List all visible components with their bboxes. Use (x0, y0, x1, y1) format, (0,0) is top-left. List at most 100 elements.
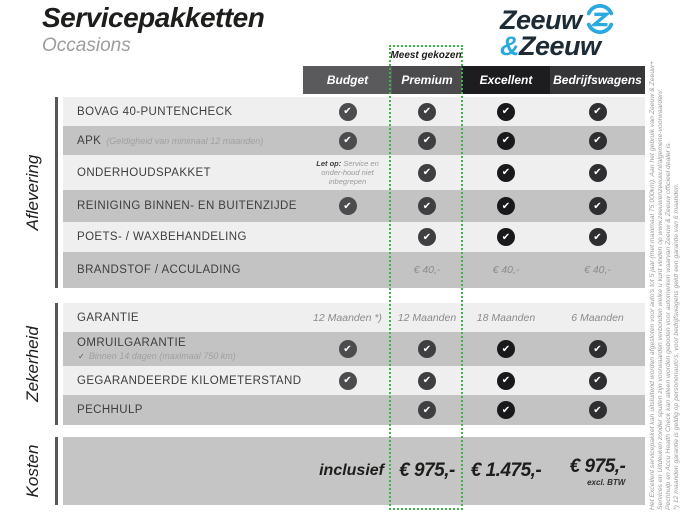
row-label: APK (Geldigheid van minimaal 12 maanden) (77, 134, 264, 147)
table-row-apk: APK (Geldigheid van minimaal 12 maanden)… (63, 126, 645, 155)
cell-excellent: 18 Maanden (476, 311, 536, 324)
cell-excellent: ✔ (462, 155, 550, 190)
table-row-onderhoudspakket: ONDERHOUDSPAKKET Let op: Service en onde… (63, 155, 645, 190)
check-icon: ✔ (338, 102, 357, 121)
check-icon: ✔ (338, 371, 357, 390)
check-icon: ✔ (418, 102, 436, 121)
cell-premium: ✔ (392, 222, 462, 252)
price-premium: € 975,- (399, 460, 455, 481)
cell-premium: ✔ (392, 97, 462, 126)
section-kosten-band: inclusief € 975,- € 1.475,- € 975,- excl… (63, 437, 645, 505)
check-icon: ✔ (418, 197, 436, 215)
column-header-bedrijfswagens: Bedrijfswagens (550, 66, 645, 94)
logo-line-1: Zeeuw (500, 4, 615, 35)
column-header-budget: Budget (303, 66, 392, 94)
section-bar-aflevering (55, 97, 58, 288)
footnote-line: Services en Uitdeuken zonder spuiten zij… (657, 88, 664, 510)
cell-premium: ✔ (392, 332, 462, 366)
logo-line-2: & Zeeuw (500, 31, 615, 61)
page-title: Servicepakketten (42, 2, 265, 33)
page-subtitle: Occasions (42, 35, 131, 56)
cell-premium: ✔ (392, 155, 462, 190)
cell-excellent: ✔ (462, 395, 550, 425)
section-bar-kosten (55, 437, 58, 505)
check-icon: ✔ (497, 102, 515, 121)
cell-premium: 12 Maanden (397, 311, 457, 324)
check-icon: ✔ (588, 401, 607, 419)
check-icon: ✔ (418, 371, 436, 390)
check-icon: ✔ (497, 371, 515, 390)
inclusief-label: inclusief (319, 462, 384, 479)
small-check-icon: ✓ (78, 352, 85, 361)
cell-excellent: ✔ (462, 190, 550, 222)
cell-bedrijfswagens: ✔ (550, 155, 645, 190)
row-label: GEGARANDEERDE KILOMETERSTAND (77, 374, 302, 387)
cell-budget (303, 252, 392, 288)
row-label: BRANDSTOF / ACCULADING (77, 264, 241, 276)
footnote-line: Het Excellent servicepakket kan uitsluit… (649, 61, 656, 510)
check-icon: ✔ (418, 340, 436, 358)
section-bar-zekerheid (55, 303, 58, 425)
footnote-line: *) 12 maanden garantie is geldig op pers… (673, 183, 680, 510)
price-bedrijfswagens: € 975,- excl. BTW (550, 437, 645, 505)
check-icon: ✔ (418, 163, 436, 182)
cell-bedrijfswagens: € 40,- (584, 264, 611, 276)
check-icon: ✔ (588, 131, 607, 150)
column-header-premium: Premium (392, 66, 462, 94)
check-icon: ✔ (338, 340, 357, 358)
table-row-pechhulp: PECHHULP ✔ ✔ ✔ (63, 395, 645, 425)
check-icon: ✔ (497, 197, 515, 215)
cell-bedrijfswagens: ✔ (550, 332, 645, 366)
cell-budget (303, 222, 392, 252)
row-label: OMRUILGARANTIE ✓ Binnen 14 dagen (maximaa… (77, 337, 236, 361)
title-block: Servicepakketten Occasions (42, 2, 265, 57)
table-row-poets: POETS- / WAXBEHANDELING ✔ ✔ ✔ (63, 222, 645, 252)
table-row-kilometerstand: GEGARANDEERDE KILOMETERSTAND ✔ ✔ ✔ ✔ (63, 366, 645, 395)
table-row-reiniging: REINIGING BINNEN- EN BUITENZIJDE ✔ ✔ ✔ ✔ (63, 190, 645, 222)
section-aflevering: BOVAG 40-PUNTENCHECK ✔ ✔ ✔ ✔ APK (Geldig… (63, 97, 645, 288)
cell-excellent: ✔ (462, 366, 550, 395)
row-label: REINIGING BINNEN- EN BUITENZIJDE (77, 200, 297, 212)
cell-budget-note: Let op: Service en onder-houd niet inbeg… (303, 155, 392, 190)
logo-ampersand: & (500, 31, 520, 61)
logo-word-zeeuw-2: Zeeuw (519, 31, 601, 61)
row-label: ONDERHOUDSPAKKET (77, 166, 211, 179)
cell-budget: ✔ (303, 97, 392, 126)
check-icon: ✔ (497, 163, 515, 182)
cell-bedrijfswagens: 6 Maanden (571, 311, 624, 324)
price-excellent: € 1.475,- (470, 460, 542, 481)
check-icon: ✔ (338, 131, 357, 150)
cell-bedrijfswagens: ✔ (550, 97, 645, 126)
check-icon: ✔ (497, 340, 515, 358)
check-icon: ✔ (418, 401, 436, 419)
let-op-note: Let op: Service en onder-houd niet inbeg… (316, 159, 379, 186)
logo-word-zeeuw: Zeeuw (500, 4, 582, 35)
cell-excellent: ✔ (462, 126, 550, 155)
check-icon: ✔ (588, 102, 607, 121)
check-icon: ✔ (497, 131, 515, 150)
row-label: PECHHULP (77, 404, 143, 416)
check-icon: ✔ (338, 197, 357, 215)
row-label: GARANTIE (77, 311, 139, 324)
cell-budget: ✔ (303, 190, 392, 222)
check-icon: ✔ (497, 401, 515, 419)
cell-bedrijfswagens: ✔ (550, 126, 645, 155)
section-label-aflevering: Aflevering (23, 154, 42, 231)
cell-premium: € 40,- (413, 264, 441, 276)
check-icon: ✔ (588, 197, 607, 215)
column-header-excellent: Excellent (462, 66, 550, 94)
check-icon: ✔ (418, 131, 436, 150)
check-icon: ✔ (588, 228, 607, 246)
cell-budget: ✔ (303, 366, 392, 395)
cell-excellent: ✔ (462, 332, 550, 366)
check-icon: ✔ (588, 163, 607, 182)
meest-gekozen-badge: Meest gekozen (389, 45, 463, 65)
footnote: Het Excellent servicepakket kan uitsluit… (649, 45, 683, 510)
cell-premium: ✔ (392, 395, 462, 425)
cell-bedrijfswagens: ✔ (550, 395, 645, 425)
table-row-bovag: BOVAG 40-PUNTENCHECK ✔ ✔ ✔ ✔ (63, 97, 645, 126)
cell-bedrijfswagens: ✔ (550, 190, 645, 222)
cell-budget: ✔ (303, 332, 392, 366)
cell-excellent: € 40,- (492, 264, 520, 276)
